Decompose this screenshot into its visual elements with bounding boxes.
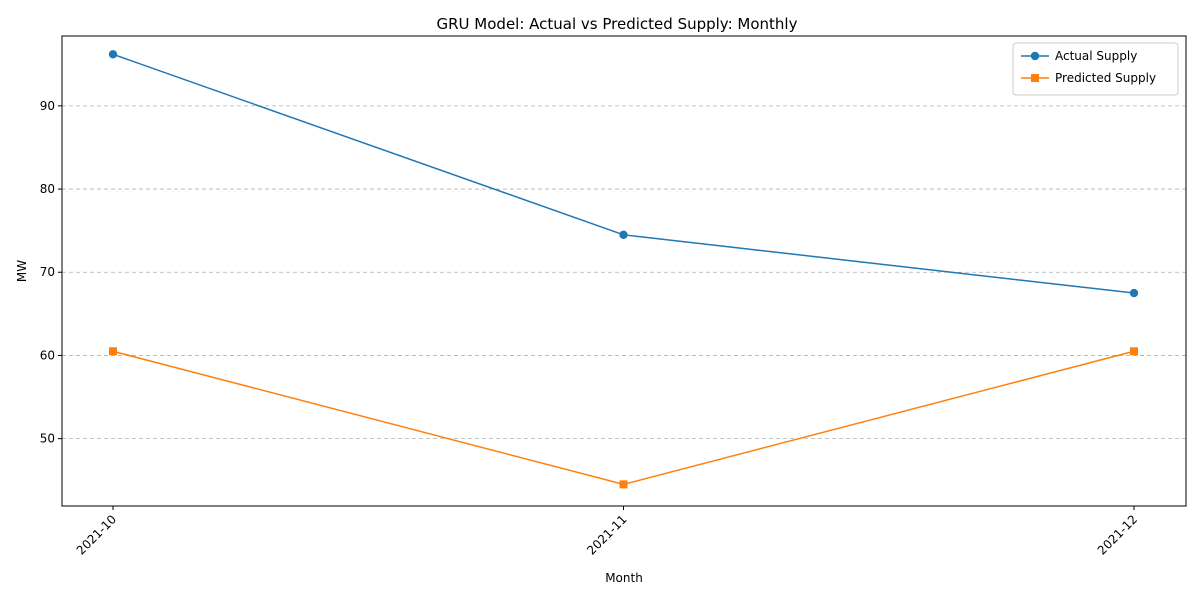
y-tick-label: 80 <box>40 182 55 196</box>
y-axis-label: MW <box>15 260 29 282</box>
legend-label: Predicted Supply <box>1055 71 1156 85</box>
data-point-square <box>619 480 628 489</box>
data-point-square <box>1130 347 1138 356</box>
x-axis: 2021-10 2021-11 2021-12 <box>74 506 1140 558</box>
x-tick-label: 2021-12 <box>1095 512 1140 557</box>
series-line-2 <box>112 350 1135 486</box>
data-point-circle <box>619 230 628 240</box>
legend: Actual Supply Predicted Supply <box>1012 42 1179 96</box>
series-line-1 <box>112 53 1135 294</box>
data-point-circle <box>108 50 118 59</box>
grid <box>62 105 1186 440</box>
y-axis: 50 60 70 80 90 <box>40 99 62 446</box>
legend-marker-square <box>1031 74 1039 82</box>
legend-box <box>1012 42 1179 96</box>
y-tick-label: 70 <box>40 265 55 279</box>
legend-marker-circle <box>1030 51 1040 61</box>
x-axis-label: Month <box>605 571 643 585</box>
y-tick-label: 50 <box>40 432 55 446</box>
data-point-square <box>109 347 117 356</box>
x-tick-label: 2021-11 <box>584 512 629 557</box>
data-point-circle <box>1129 288 1139 298</box>
legend-label: Actual Supply <box>1055 49 1137 63</box>
series-layer <box>108 50 1139 489</box>
x-tick-label: 2021-10 <box>74 512 119 557</box>
y-tick-label: 60 <box>40 348 55 362</box>
chart-title: GRU Model: Actual vs Predicted Supply: M… <box>437 15 798 33</box>
y-tick-label: 90 <box>40 99 55 113</box>
plot-frame <box>61 35 1187 507</box>
